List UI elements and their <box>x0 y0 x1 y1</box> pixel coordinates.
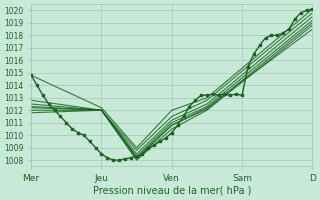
Point <box>46 102 51 106</box>
Point <box>111 159 116 162</box>
Point <box>134 155 139 158</box>
Point <box>234 92 239 96</box>
Point <box>175 124 180 127</box>
Point <box>52 109 57 112</box>
Point <box>251 52 256 56</box>
Point <box>140 152 145 156</box>
Point <box>76 131 81 134</box>
Point <box>70 127 75 131</box>
Point <box>286 28 292 31</box>
Point <box>105 156 110 159</box>
Point <box>64 121 69 124</box>
X-axis label: Pression niveau de la mer( hPa ): Pression niveau de la mer( hPa ) <box>92 186 251 196</box>
Point <box>116 159 122 162</box>
Point <box>222 92 227 96</box>
Point <box>58 115 63 118</box>
Point <box>28 74 34 77</box>
Point <box>298 11 303 15</box>
Point <box>157 140 163 143</box>
Point <box>198 94 204 97</box>
Point <box>164 136 169 139</box>
Point <box>216 94 221 97</box>
Point <box>204 94 210 97</box>
Point <box>193 99 198 102</box>
Point <box>269 34 274 37</box>
Point <box>181 115 186 118</box>
Point <box>245 65 251 68</box>
Point <box>310 8 315 11</box>
Point <box>146 146 151 149</box>
Point <box>40 94 45 97</box>
Point <box>240 94 245 97</box>
Point <box>304 9 309 12</box>
Point <box>263 36 268 39</box>
Point <box>281 31 286 34</box>
Point <box>93 146 98 149</box>
Point <box>87 140 92 143</box>
Point <box>99 152 104 156</box>
Point <box>35 84 40 87</box>
Point <box>292 18 297 21</box>
Point <box>275 34 280 37</box>
Point <box>210 92 215 96</box>
Point <box>257 44 262 47</box>
Point <box>122 157 127 161</box>
Point <box>228 94 233 97</box>
Point <box>128 156 133 159</box>
Point <box>169 131 174 134</box>
Point <box>81 134 86 137</box>
Point <box>187 105 192 108</box>
Point <box>152 144 157 147</box>
